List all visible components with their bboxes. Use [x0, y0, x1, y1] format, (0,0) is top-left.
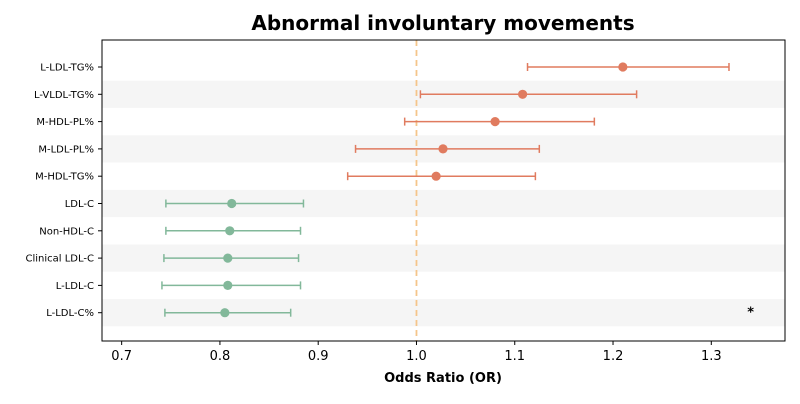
x-tick-label: 1.3 [701, 349, 722, 364]
point-estimate [225, 226, 235, 236]
point-estimate [518, 89, 528, 99]
y-tick-labels: L-LDL-TG% L-VLDL-TG% M-HDL-PL% M-LDL-PL% M-H… [26, 63, 102, 319]
x-axis-label: Odds Ratio (OR) [384, 371, 502, 386]
y-tick-label: Non-HDL-C [39, 226, 94, 237]
annotations: * [747, 306, 754, 321]
point-estimate [220, 308, 230, 318]
y-tick-label: LDL-C [65, 199, 94, 210]
point-estimate [431, 171, 441, 181]
point-estimate [227, 198, 237, 209]
y-tick-label: M-LDL-PL% [38, 144, 94, 155]
x-axis: 0.7 0.8 0.9 1.0 1.1 1.2 1.3 [111, 341, 722, 364]
y-tick-label: L-LDL-C [56, 281, 94, 292]
x-tick-label: 0.7 [111, 349, 132, 364]
point-estimate [618, 62, 628, 72]
x-tick-label: 1.2 [603, 349, 624, 364]
point-estimate [438, 144, 448, 154]
y-tick-label: L-LDL-C% [46, 308, 94, 319]
significance-annotation: * [747, 306, 754, 321]
point-estimate [490, 117, 500, 127]
y-tick-label: L-LDL-TG% [40, 63, 94, 74]
point-estimate [223, 253, 233, 263]
x-tick-label: 1.0 [406, 349, 427, 364]
y-tick-label: Clinical LDL-C [26, 254, 95, 265]
x-tick-label: 0.8 [210, 349, 231, 364]
x-tick-label: 1.1 [504, 349, 525, 364]
y-tick-label: M-HDL-PL% [36, 117, 94, 128]
chart-title: Abnormal involuntary movements [251, 11, 634, 35]
x-tick-label: 0.9 [308, 349, 329, 364]
y-tick-label: M-HDL-TG% [35, 172, 94, 183]
point-estimate [223, 280, 233, 290]
error-bars [161, 63, 730, 317]
plot-frame [101, 39, 786, 342]
points [220, 62, 628, 318]
y-tick-label: L-VLDL-TG% [34, 90, 94, 101]
